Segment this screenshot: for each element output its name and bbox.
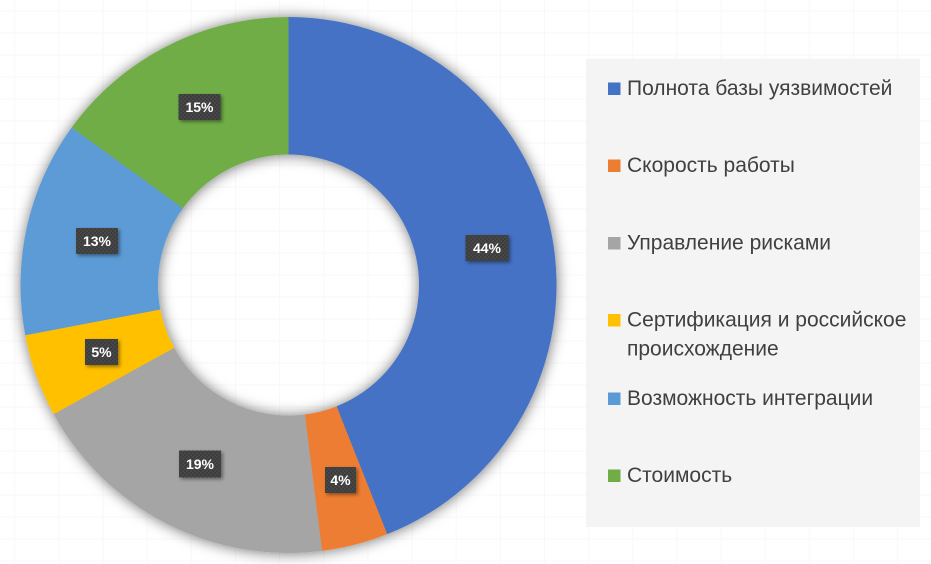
- svg-text:5%: 5%: [91, 344, 112, 360]
- svg-text:4%: 4%: [330, 472, 351, 488]
- svg-text:Полнота базы уязвимостей: Полнота базы уязвимостей: [627, 77, 892, 100]
- svg-text:Сертификация и российское: Сертификация и российское: [627, 309, 906, 332]
- svg-text:Возможность интеграции: Возможность интеграции: [627, 387, 873, 410]
- svg-text:Скорость работы: Скорость работы: [627, 154, 795, 177]
- svg-text:13%: 13%: [83, 233, 112, 249]
- svg-text:Стоимость: Стоимость: [627, 464, 732, 487]
- svg-text:44%: 44%: [473, 240, 502, 256]
- svg-text:15%: 15%: [185, 99, 214, 115]
- svg-text:19%: 19%: [186, 456, 215, 472]
- svg-text:происхождение: происхождение: [627, 338, 779, 361]
- svg-text:Управление рисками: Управление рисками: [627, 232, 831, 255]
